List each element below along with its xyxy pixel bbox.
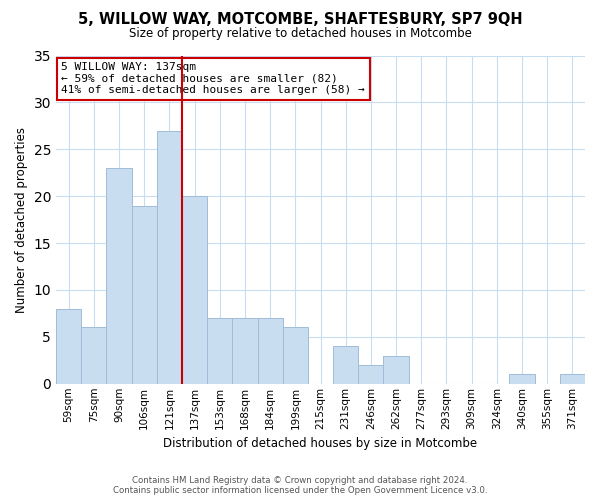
Y-axis label: Number of detached properties: Number of detached properties [15, 126, 28, 312]
Bar [157, 130, 182, 384]
Bar [207, 318, 232, 384]
Bar [560, 374, 585, 384]
Bar [106, 168, 131, 384]
Bar [358, 365, 383, 384]
Bar [257, 318, 283, 384]
Bar [131, 206, 157, 384]
Text: 5, WILLOW WAY, MOTCOMBE, SHAFTESBURY, SP7 9QH: 5, WILLOW WAY, MOTCOMBE, SHAFTESBURY, SP… [77, 12, 523, 28]
Bar [283, 328, 308, 384]
Text: Contains HM Land Registry data © Crown copyright and database right 2024.
Contai: Contains HM Land Registry data © Crown c… [113, 476, 487, 495]
Text: 5 WILLOW WAY: 137sqm
← 59% of detached houses are smaller (82)
41% of semi-detac: 5 WILLOW WAY: 137sqm ← 59% of detached h… [61, 62, 365, 96]
Text: Size of property relative to detached houses in Motcombe: Size of property relative to detached ho… [128, 28, 472, 40]
X-axis label: Distribution of detached houses by size in Motcombe: Distribution of detached houses by size … [163, 437, 478, 450]
Bar [56, 308, 81, 384]
Bar [232, 318, 257, 384]
Bar [81, 328, 106, 384]
Bar [333, 346, 358, 384]
Bar [182, 196, 207, 384]
Bar [509, 374, 535, 384]
Bar [383, 356, 409, 384]
